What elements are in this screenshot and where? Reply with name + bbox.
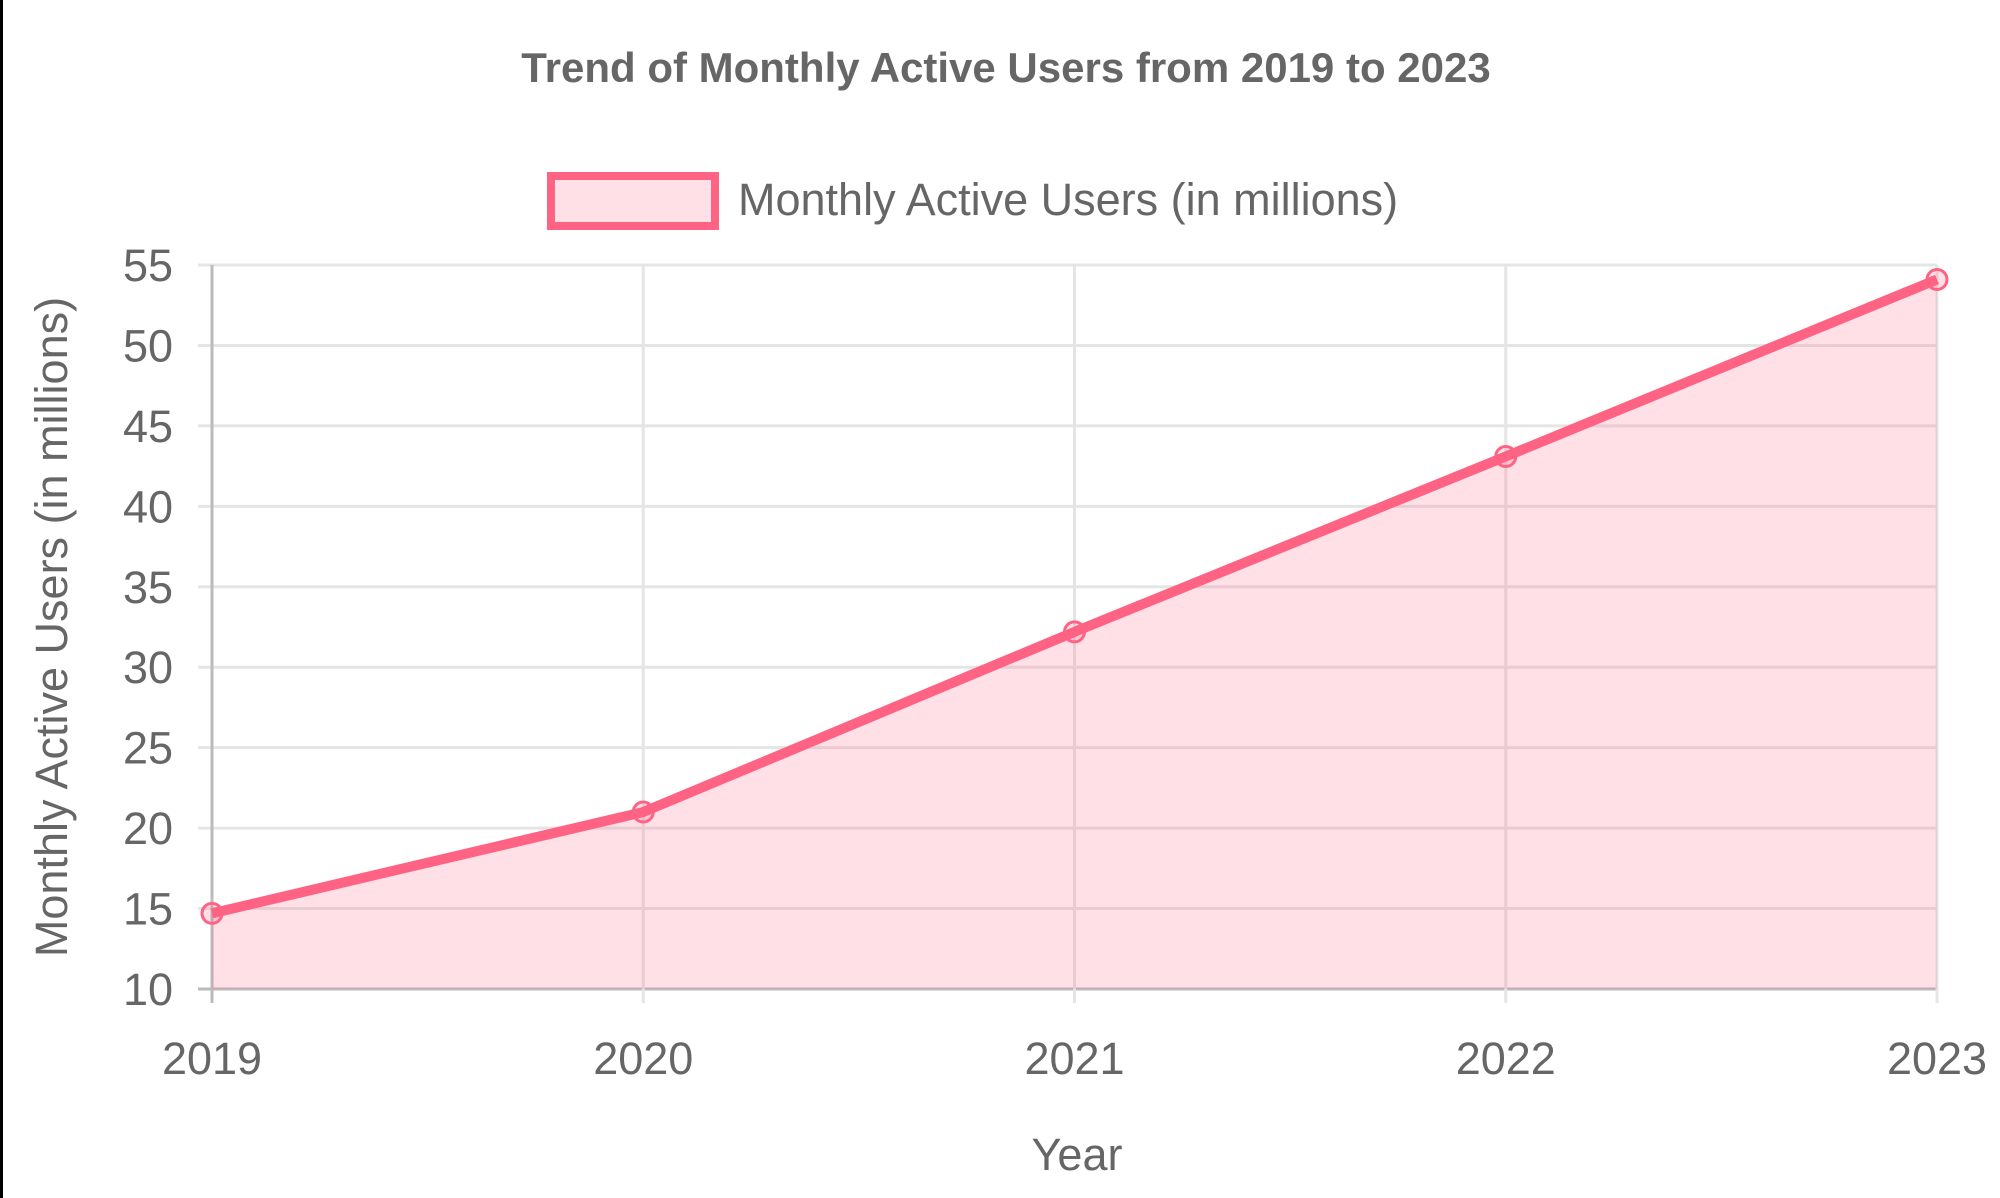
line-chart: Trend of Monthly Active Users from 2019 …	[26, 44, 1987, 1180]
y-tick-label: 55	[123, 240, 173, 291]
data-point	[1925, 267, 1949, 291]
y-tick-label: 15	[123, 884, 173, 935]
x-tick-label: 2023	[1887, 1033, 1987, 1084]
legend-swatch	[547, 172, 719, 230]
y-tick-label: 35	[123, 562, 173, 613]
x-tick-label: 2020	[593, 1033, 693, 1084]
chart-title: Trend of Monthly Active Users from 2019 …	[521, 44, 1490, 91]
y-tick-label: 25	[123, 723, 173, 774]
y-tick-label: 30	[123, 642, 173, 693]
data-point	[1494, 444, 1518, 468]
x-tick-label: 2022	[1456, 1033, 1556, 1084]
legend-label: Monthly Active Users (in millions)	[738, 174, 1398, 225]
legend[interactable]: Monthly Active Users (in millions)	[547, 172, 1398, 230]
data-point	[631, 800, 655, 824]
y-tick-label: 20	[123, 803, 173, 854]
y-tick-label: 45	[123, 401, 173, 452]
data-point	[200, 901, 224, 925]
y-tick-label: 50	[123, 320, 173, 371]
x-tick-label: 2021	[1024, 1033, 1124, 1084]
data-point	[1063, 620, 1086, 644]
y-tick-label: 10	[123, 964, 173, 1015]
x-axis-title: Year	[1032, 1129, 1123, 1180]
series-line	[210, 274, 1939, 919]
y-tick-label: 40	[123, 481, 173, 532]
y-axis-title: Monthly Active Users (in millions)	[26, 297, 77, 957]
x-tick-label: 2019	[162, 1033, 262, 1084]
